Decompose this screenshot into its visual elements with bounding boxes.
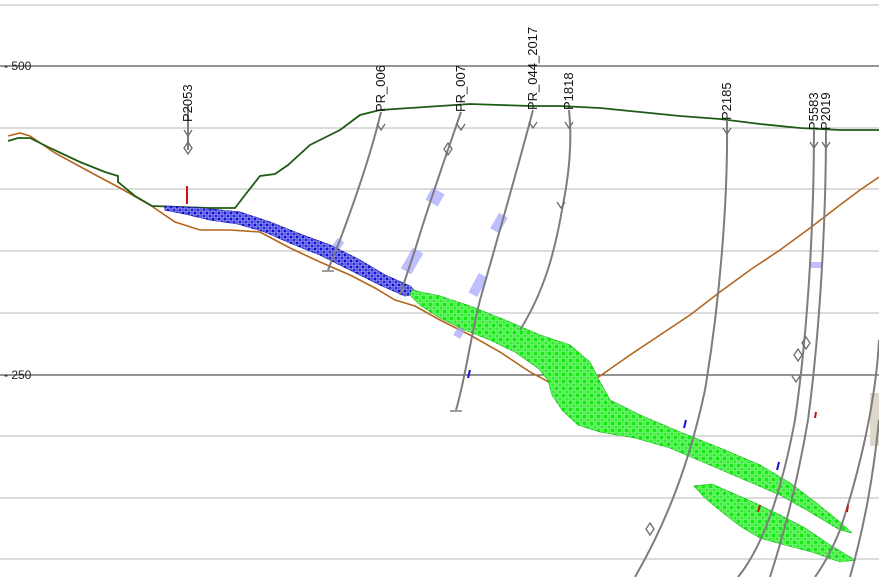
well-label-P2185: P2185 [719,82,734,120]
green-lens-body [693,483,857,563]
well-label-PR_007: PR_007 [453,65,468,112]
well-label-P1818: P1818 [561,72,576,110]
well-P2053[interactable]: P2053 [180,84,195,204]
well-label-PR_044_2017: PR_044_2017 [525,27,540,110]
well-PR_007[interactable]: PR_007 [399,65,468,296]
green-unit-body [409,289,853,534]
well-P2185[interactable]: P2185 [634,82,734,577]
axis-label-250: - 250 [4,368,32,382]
well-label-PR_006: PR_006 [373,65,388,112]
well-P5583[interactable]: P5583 [737,92,821,577]
well-unlabeled-right[interactable] [814,339,879,577]
well-label-P2053: P2053 [180,84,195,122]
well-label-P2019: P2019 [818,92,833,130]
faint-intervals [329,187,822,339]
blue-unit-body [164,205,419,297]
legend-swatch [870,393,879,446]
well-P1818[interactable]: P1818 [519,72,576,331]
base-contact-line [7,132,879,391]
well-PR_006[interactable]: PR_006 [322,65,388,272]
axis-label-500: - 500 [4,59,32,73]
topography-line [7,103,879,209]
well-P2019[interactable]: P2019 [769,92,833,577]
well-PR_044_2017[interactable]: PR_044_2017 [450,27,540,412]
well-label-P5583: P5583 [806,92,821,130]
